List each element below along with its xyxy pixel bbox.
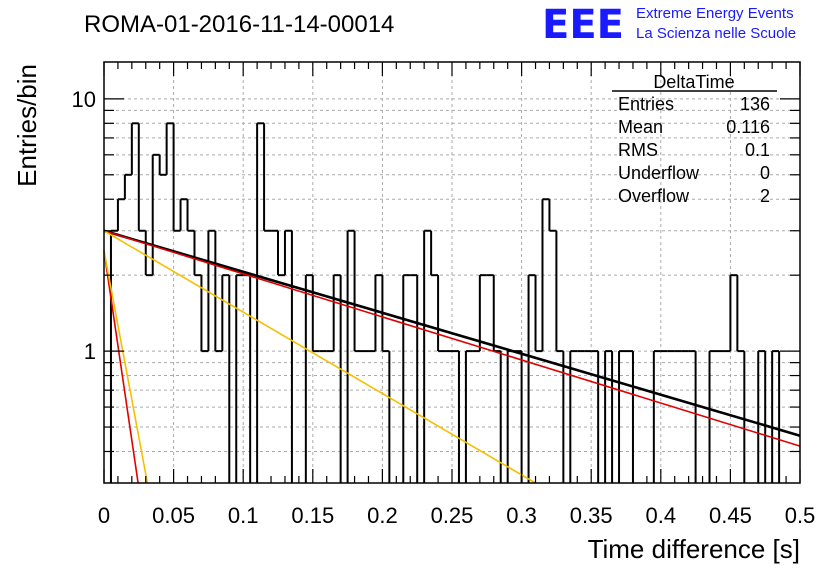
y-axis-label: Entries/bin [12, 64, 42, 187]
y-tick-label: 10 [72, 87, 96, 112]
x-tick-label: 0.2 [367, 503, 398, 528]
y-tick-label: 1 [84, 339, 96, 364]
x-tick-label: 0.15 [291, 503, 334, 528]
stats-label: Overflow [618, 186, 690, 206]
stats-label: Entries [618, 94, 674, 114]
logo-subtitle-line2: La Scienza nelle Scuole [636, 25, 796, 42]
fit-curve [103, 229, 801, 437]
statistics-box: DeltaTime Entries 136 Mean 0.116 RMS 0.1 Under… [612, 72, 777, 206]
x-tick-label: 0.4 [646, 503, 677, 528]
x-tick-label: 0.35 [570, 503, 613, 528]
x-tick-label: 0.45 [709, 503, 752, 528]
x-tick-labels: 0 0.05 0.1 0.15 0.2 0.25 0.3 0.35 0.4 0.45 0.5 [98, 503, 815, 528]
x-tick-label: 0.5 [785, 503, 816, 528]
x-tick-label: 0.25 [431, 503, 474, 528]
y-tick-labels: 1 10 [72, 87, 96, 364]
stats-value: 0.1 [745, 140, 770, 160]
eee-logo: EEE [542, 2, 624, 48]
x-tick-label: 0.1 [228, 503, 259, 528]
stats-value: 2 [760, 186, 770, 206]
stats-title: DeltaTime [653, 72, 734, 92]
fit-curve [103, 230, 801, 447]
histogram-layer [109, 122, 781, 483]
x-tick-label: 0.05 [152, 503, 195, 528]
stats-label: RMS [618, 140, 658, 160]
stats-label: Mean [618, 117, 663, 137]
run-title: ROMA-01-2016-11-14-00014 [84, 11, 394, 38]
x-axis-label: Time difference [s] [588, 534, 800, 564]
logo-subtitle-line1: Extreme Energy Events [636, 5, 794, 22]
fit-curve [103, 250, 139, 484]
fit-curves-layer [103, 229, 801, 484]
stats-value: 136 [740, 94, 770, 114]
axis-ticks [103, 62, 801, 483]
stats-value: 0.116 [726, 117, 770, 137]
fit-curve [103, 250, 149, 484]
x-tick-label: 0 [98, 503, 110, 528]
stats-value: 0 [760, 163, 770, 183]
stats-label: Underflow [618, 163, 700, 183]
fit-curve [103, 230, 536, 484]
x-tick-label: 0.3 [506, 503, 537, 528]
